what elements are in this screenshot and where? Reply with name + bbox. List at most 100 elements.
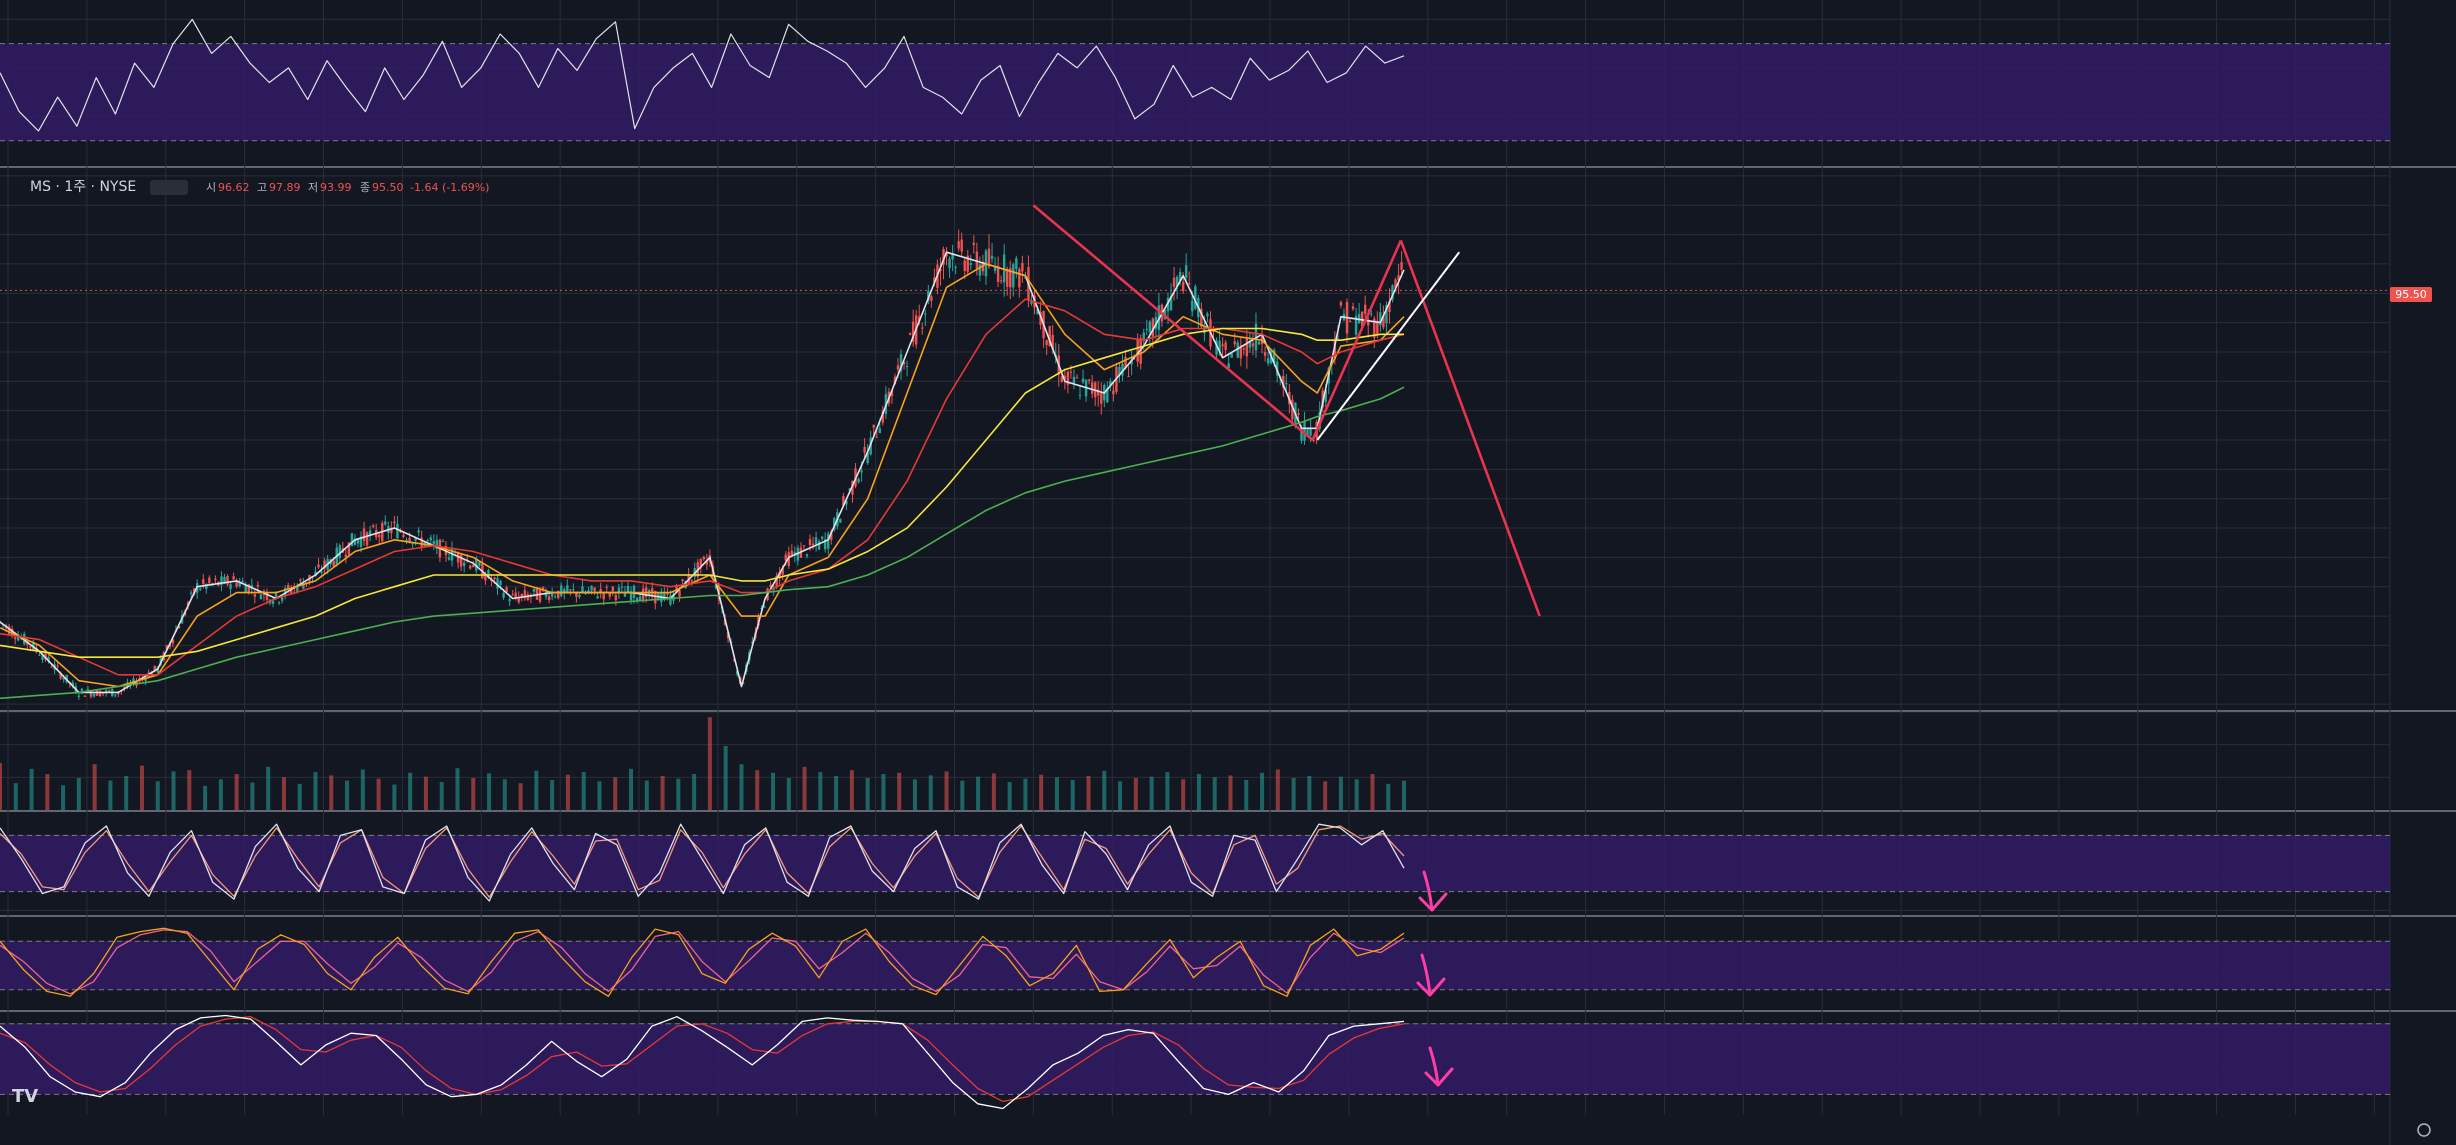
ohlc-change: -1.64 (-1.69%) — [410, 181, 489, 194]
volume-bar — [487, 773, 492, 810]
candle-body — [393, 521, 396, 524]
candle-body — [839, 518, 842, 523]
candle-body — [638, 596, 642, 602]
candle-body — [905, 366, 909, 368]
candle-body — [1081, 378, 1085, 383]
candle-body — [772, 588, 775, 590]
candle-body — [1354, 315, 1358, 335]
volume-bar — [865, 777, 870, 810]
volume-bar — [1402, 780, 1407, 810]
candle-body — [317, 564, 320, 568]
candle-body — [875, 436, 878, 438]
candle-body — [951, 253, 954, 260]
volume-bar — [1260, 772, 1265, 810]
candle-body — [814, 537, 818, 545]
candle-body — [487, 569, 490, 578]
candle-body — [942, 249, 945, 265]
volume-bars — [0, 717, 1407, 810]
volume-bar — [45, 774, 50, 810]
candle-body — [469, 565, 472, 569]
candle-body — [1339, 302, 1343, 306]
candle-body — [778, 571, 781, 579]
candle-body — [845, 500, 848, 505]
volume-bar — [408, 772, 413, 810]
drawings[interactable] — [1032, 204, 1541, 1087]
arrow-head-icon — [1416, 977, 1446, 997]
candle-body — [866, 452, 869, 464]
volume-bar — [960, 780, 965, 810]
candle-body — [1045, 340, 1048, 346]
candle-body — [44, 652, 47, 660]
candle-body — [669, 594, 672, 605]
volume-bar — [1228, 775, 1233, 810]
volume-bar — [1023, 778, 1028, 810]
candle-body — [302, 582, 305, 589]
candle-body — [702, 556, 706, 560]
candle-body — [1121, 363, 1124, 376]
volume-bar — [345, 780, 350, 810]
candle-body — [751, 641, 754, 644]
candle-body — [1379, 312, 1382, 326]
ohlc-close-label: 종 — [360, 181, 370, 194]
candle-body — [560, 585, 563, 597]
candle-body — [1127, 376, 1130, 378]
candle-body — [617, 587, 621, 593]
candle-body — [1282, 375, 1285, 388]
candle-body — [899, 354, 903, 372]
candle-body — [805, 554, 809, 557]
hide-indicators-button[interactable] — [150, 180, 188, 195]
candle-body — [7, 626, 11, 635]
candle-body — [50, 666, 53, 668]
candle-body — [736, 670, 739, 675]
tradingview-logo: TV — [12, 1086, 38, 1107]
candle-body — [575, 592, 578, 597]
candle-body — [921, 327, 924, 329]
volume-bar — [281, 777, 286, 810]
candle-body — [1106, 388, 1109, 403]
candle-body — [1185, 265, 1188, 278]
candle-body — [338, 545, 341, 558]
candle-body — [177, 625, 181, 629]
symbol-title[interactable]: MS · 1주 · NYSE — [30, 179, 136, 195]
candle-body — [1006, 268, 1009, 287]
volume-bar — [660, 776, 665, 810]
candle-body — [47, 656, 50, 662]
candle-body — [214, 578, 217, 581]
candle-body — [226, 575, 229, 585]
volume-bar — [13, 783, 18, 810]
candle-body — [1169, 296, 1173, 311]
candle-body — [150, 672, 153, 676]
volume-bar — [1291, 777, 1296, 810]
volume-bar — [218, 779, 223, 810]
settings-gear-icon[interactable] — [2417, 1123, 2431, 1137]
ohlc-low-label: 저 — [308, 181, 318, 194]
candle-body — [547, 596, 551, 601]
candle-body — [287, 585, 290, 589]
candle-body — [705, 560, 709, 565]
candle-body — [538, 589, 542, 602]
candle-body — [763, 606, 766, 608]
volume-bar — [565, 774, 570, 810]
candle-body — [502, 592, 505, 598]
volume-bar — [613, 777, 618, 810]
candle-body — [1239, 345, 1243, 359]
candle-body — [1297, 413, 1300, 415]
candle-body — [235, 581, 238, 587]
volume-bar — [723, 745, 728, 810]
volume-bar — [92, 764, 97, 810]
candle-body — [117, 692, 120, 694]
candle-body — [532, 588, 536, 592]
candle-body — [526, 594, 530, 600]
candle-body — [978, 264, 982, 276]
candle-body — [405, 539, 408, 541]
candle-body — [578, 594, 581, 597]
candle-body — [283, 588, 287, 596]
candle-body — [742, 682, 745, 684]
volume-bar — [976, 776, 981, 810]
candle-body — [817, 541, 821, 550]
candle-body — [1048, 326, 1051, 346]
volume-bar — [944, 771, 949, 810]
candle-body — [1309, 428, 1312, 436]
rsi-line — [0, 18, 1405, 132]
